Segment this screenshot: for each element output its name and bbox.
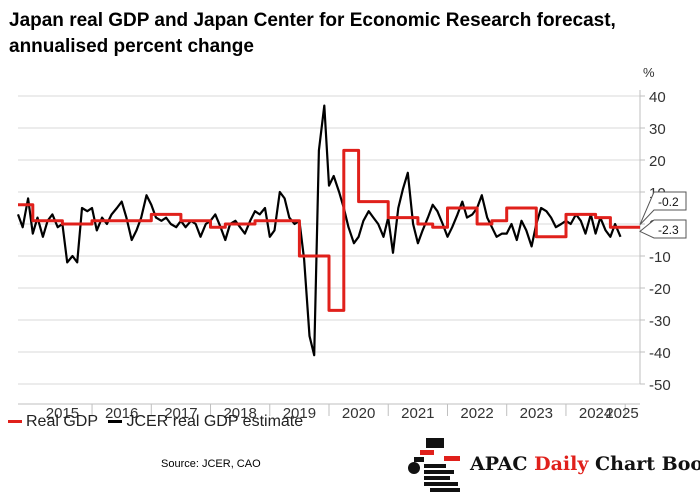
source-note: Source: JCER, CAO	[161, 458, 261, 470]
legend-item-jcer: JCER real GDP estimate	[108, 413, 303, 431]
legend-label-real-gdp: Real GDP	[26, 412, 99, 430]
x-tick-label: 2024	[579, 405, 612, 422]
y-tick-label: -10	[649, 249, 671, 266]
x-tick-label: 2022	[460, 405, 493, 422]
x-tick-label: 2017	[164, 405, 197, 422]
series-line-jcer	[16, 104, 622, 357]
brand-name: APAC Daily Chart Book	[470, 453, 700, 475]
value-annotations: -0.2 -2.3	[639, 191, 687, 239]
annotation-callout	[639, 219, 687, 239]
series-line-real-gdp	[18, 148, 640, 312]
y-tick-label: -20	[649, 281, 671, 298]
chart-title: Japan real GDP and Japan Center for Econ…	[9, 10, 616, 57]
x-tick-label: 2016	[105, 405, 138, 422]
brand-part-1: APAC	[470, 453, 528, 475]
annotation-label: -0.2	[658, 195, 679, 209]
y-tick-label: 20	[649, 153, 666, 170]
legend-item-real-gdp: Real GDP	[8, 413, 98, 431]
brand-part-2: Daily	[534, 453, 589, 475]
legend-swatch-real-gdp	[8, 420, 22, 423]
y-tick-label: -40	[649, 345, 671, 362]
x-tick-label: 2021	[401, 405, 434, 422]
legend-label-jcer: JCER real GDP estimate	[126, 412, 304, 430]
x-axis: 2015 2016 2017 2018 2019 2020 2021 2022 2023 2024…	[18, 403, 640, 422]
x-tick-label: 2025	[605, 405, 638, 422]
chart-legend: Real GDP JCER real GDP estimate	[8, 410, 309, 431]
x-tick-label: 2018	[223, 405, 256, 422]
y-axis-unit-label: %	[643, 65, 655, 80]
annotation-label: -2.3	[658, 223, 679, 237]
x-tick-label: 2015	[46, 405, 79, 422]
y-tick-label: -30	[649, 313, 671, 330]
brand-emblem-icon	[408, 438, 460, 492]
brand-logo: APAC Daily Chart Book	[404, 438, 700, 494]
y-axis: 403020100-10-20-30-40-50%	[639, 65, 671, 394]
gridlines	[18, 95, 640, 385]
brand-part-3: Chart Book	[595, 453, 700, 475]
annotation-callout	[639, 191, 687, 225]
x-tick-label: 2020	[342, 405, 375, 422]
y-tick-label: -50	[649, 377, 671, 394]
y-tick-label: 40	[649, 89, 666, 106]
y-tick-label: 30	[649, 121, 666, 138]
legend-swatch-jcer	[108, 420, 123, 423]
x-tick-label: 2023	[520, 405, 553, 422]
series-lines	[16, 104, 640, 357]
x-tick-label: 2019	[283, 405, 316, 422]
